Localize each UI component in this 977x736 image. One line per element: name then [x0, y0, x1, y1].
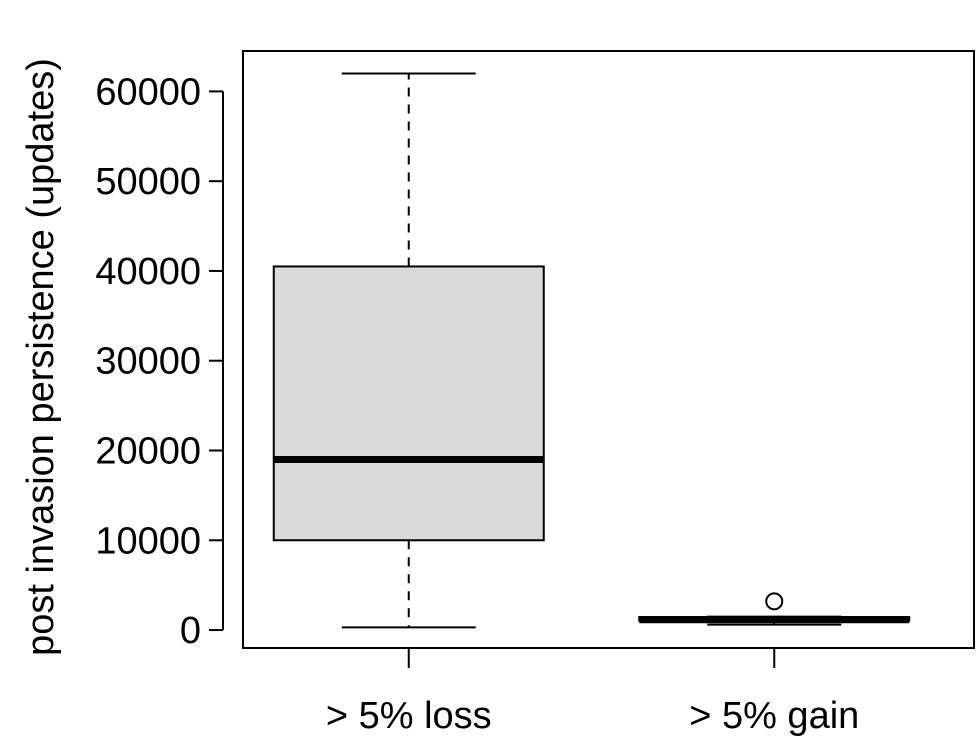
y-tick-label: 40000 — [95, 251, 201, 293]
y-tick-label: 0 — [180, 610, 201, 652]
x-tick-label: > 5% loss — [326, 695, 492, 736]
boxes — [272, 72, 911, 629]
y-tick-label: 60000 — [95, 71, 201, 113]
x-axis: > 5% loss > 5% gain — [326, 648, 859, 736]
y-tick-label: 10000 — [95, 520, 201, 562]
x-tick-label: > 5% gain — [689, 695, 859, 736]
box-gain — [638, 592, 911, 626]
plot-frame — [242, 50, 975, 649]
y-axis-title: post invasion persistence (updates) — [20, 58, 62, 656]
y-tick-label: 50000 — [95, 161, 201, 203]
iqr-box — [272, 265, 545, 542]
y-tick-label: 30000 — [95, 341, 201, 383]
box-loss — [272, 72, 545, 629]
outlier-point — [765, 592, 784, 611]
y-axis: 0 10000 20000 30000 40000 50000 60000 — [95, 71, 224, 652]
y-tick-label: 20000 — [95, 430, 201, 472]
